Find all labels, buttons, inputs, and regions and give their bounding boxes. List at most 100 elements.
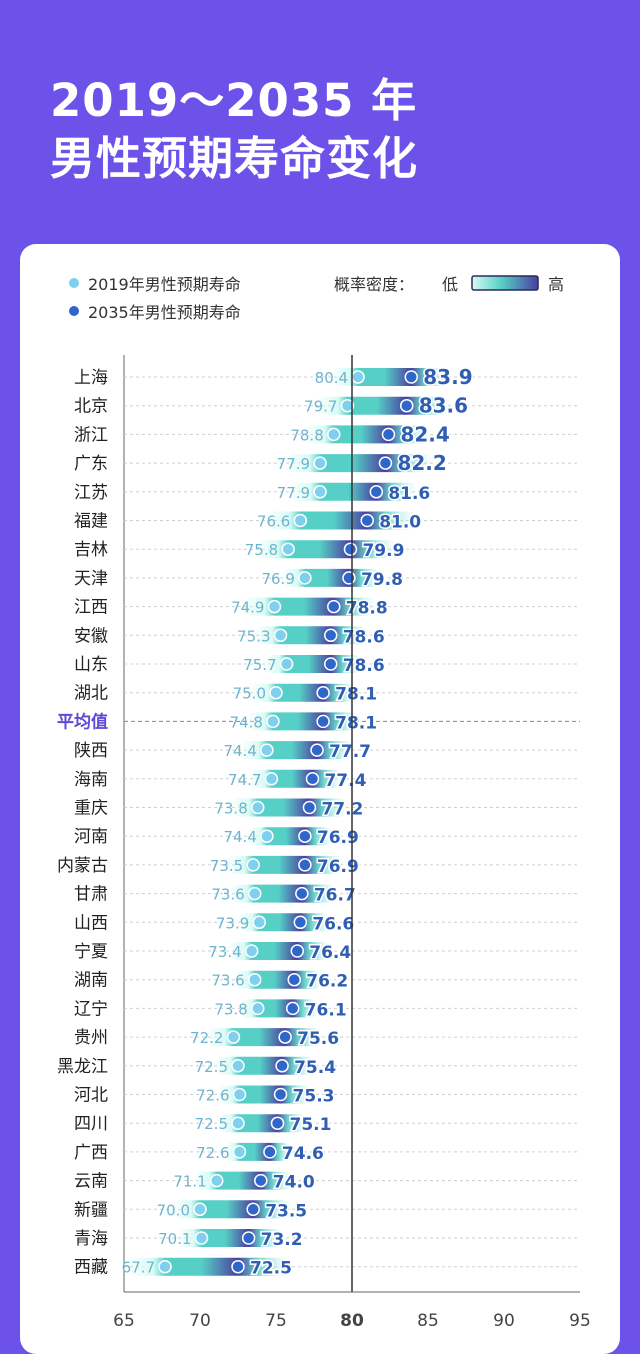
- dot-2019: [231, 1116, 245, 1130]
- region-label: 黑龙江: [57, 1057, 108, 1077]
- x-tick-label: 95: [569, 1311, 591, 1331]
- density-high-label: 高: [548, 275, 564, 294]
- dot-2019: [260, 743, 274, 757]
- dot-2019: [251, 800, 265, 815]
- region-label: 福建: [74, 512, 108, 532]
- value-2019-label: 72.6: [196, 1144, 229, 1162]
- row-5: 福建 76.6 81.0: [74, 511, 580, 534]
- value-2035-label: 78.8: [346, 599, 388, 619]
- value-2019-label: 73.6: [211, 886, 244, 904]
- region-label: 湖南: [74, 971, 108, 991]
- x-tick-label: 80: [340, 1311, 364, 1331]
- row-12: 平均值 74.8 78.1: [57, 711, 580, 735]
- dot-2035: [298, 829, 312, 843]
- dot-2035: [263, 1145, 277, 1159]
- row-24: 黑龙江 72.5 75.4: [57, 1056, 580, 1079]
- dot-2019: [194, 1231, 209, 1245]
- dot-2035: [381, 427, 396, 442]
- dot-2019: [281, 542, 295, 556]
- dot-2035: [378, 456, 393, 470]
- value-2019-label: 71.1: [173, 1173, 206, 1191]
- dot-2019: [209, 1173, 224, 1188]
- value-2035-label: 82.4: [400, 422, 449, 446]
- density-label: 概率密度：: [334, 275, 414, 294]
- dot-2035: [323, 628, 338, 643]
- row-16: 河南 74.4 76.9: [74, 827, 580, 850]
- value-2019-label: 74.4: [223, 742, 256, 760]
- region-label: 内蒙古: [57, 856, 108, 876]
- value-2035-label: 76.1: [305, 1000, 347, 1020]
- dot-2019: [269, 685, 283, 700]
- legend-2035-label: 2035年男性预期寿命: [88, 303, 241, 322]
- region-label: 天津: [74, 569, 108, 589]
- dot-2019: [158, 1259, 172, 1274]
- dot-2019: [244, 944, 259, 958]
- dot-2035: [278, 1030, 292, 1044]
- row-29: 新疆 70.0 73.5: [74, 1200, 580, 1223]
- value-2019-label: 77.9: [277, 484, 310, 502]
- value-2035-label: 78.1: [335, 685, 377, 705]
- region-label: 陕西: [74, 741, 108, 761]
- dot-2019: [251, 1001, 265, 1016]
- dot-2035: [342, 571, 356, 585]
- row-3: 广东 77.9 82.2: [74, 450, 580, 477]
- row-7: 天津 76.9 79.8: [74, 568, 580, 591]
- dot-2019: [226, 1030, 241, 1044]
- legend-2019-dot: [69, 278, 79, 288]
- region-label: 海南: [74, 770, 108, 790]
- value-2035-label: 81.6: [388, 484, 430, 504]
- region-label: 广西: [74, 1143, 108, 1163]
- dot-2035: [241, 1231, 256, 1245]
- value-2019-label: 75.0: [233, 685, 266, 703]
- value-2019-label: 72.6: [196, 1087, 229, 1105]
- region-label: 江苏: [74, 483, 108, 503]
- value-2035-label: 76.2: [306, 972, 348, 992]
- value-2035-label: 78.1: [335, 713, 377, 733]
- dot-2019: [232, 1087, 247, 1102]
- density-low-label: 低: [442, 275, 458, 294]
- dot-2035: [316, 714, 330, 729]
- row-30: 青海 70.1 73.2: [74, 1229, 580, 1252]
- value-2019-label: 74.7: [228, 771, 261, 789]
- value-2035-label: 78.6: [343, 656, 385, 676]
- value-2035-label: 74.0: [273, 1173, 315, 1193]
- value-2019-label: 76.6: [257, 513, 290, 531]
- region-label: 青海: [74, 1229, 108, 1249]
- value-2035-label: 79.9: [362, 541, 404, 561]
- dot-2019: [247, 886, 262, 901]
- region-label: 新疆: [74, 1200, 108, 1220]
- row-31: 西藏 67.7 72.5: [74, 1257, 580, 1280]
- dot-2019: [279, 657, 294, 671]
- dot-2035: [316, 685, 330, 700]
- x-tick-label: 85: [417, 1311, 439, 1331]
- value-2019-label: 73.5: [210, 857, 243, 875]
- dot-2035: [399, 398, 414, 413]
- value-2019-label: 70.1: [158, 1230, 191, 1248]
- value-2035-label: 76.9: [317, 857, 359, 877]
- value-2035-label: 76.6: [312, 914, 354, 934]
- region-label: 平均值: [57, 711, 108, 732]
- row-27: 广西 72.6 74.6: [74, 1142, 580, 1165]
- page-title: 2019～2035 年 男性预期寿命变化: [50, 72, 418, 188]
- dot-2019: [340, 398, 355, 413]
- dot-2035: [369, 485, 384, 499]
- x-tick-label: 90: [493, 1311, 515, 1331]
- value-2019-label: 75.8: [245, 541, 278, 559]
- region-label: 河南: [74, 827, 108, 847]
- dot-2019: [264, 772, 279, 786]
- row-21: 湖南 73.6 76.2: [74, 970, 580, 993]
- row-25: 河北 72.6 75.3: [74, 1085, 580, 1108]
- region-label: 河北: [74, 1086, 108, 1106]
- value-2019-label: 80.4: [315, 369, 348, 387]
- dot-2019: [232, 1145, 247, 1159]
- row-9: 安徽 75.3 78.6: [74, 626, 580, 649]
- x-tick-label: 75: [265, 1311, 287, 1331]
- row-14: 海南 74.7 77.4: [74, 769, 580, 792]
- value-2035-label: 77.7: [329, 742, 371, 762]
- legend: 2019年男性预期寿命 2035年男性预期寿命 概率密度： 低 高: [69, 275, 564, 322]
- value-2035-label: 75.6: [297, 1029, 339, 1049]
- region-label: 辽宁: [74, 999, 108, 1019]
- dot-2035: [310, 743, 324, 757]
- region-label: 宁夏: [74, 942, 108, 962]
- dot-2035: [327, 599, 341, 614]
